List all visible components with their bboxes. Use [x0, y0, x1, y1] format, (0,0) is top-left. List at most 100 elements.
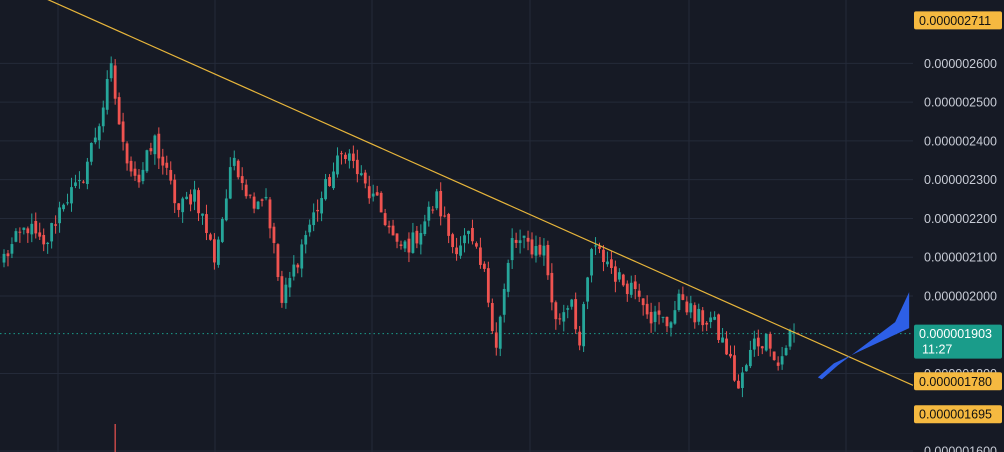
candle — [443, 206, 447, 218]
candle-body — [58, 207, 61, 224]
candle — [125, 141, 129, 171]
current-price-tag-bg[interactable] — [914, 324, 1002, 359]
price-tag-line-bg[interactable] — [914, 372, 1002, 391]
candle — [288, 271, 292, 297]
candle-body — [34, 220, 38, 234]
candle — [594, 237, 597, 256]
candle — [431, 206, 435, 214]
candle-body — [248, 194, 252, 196]
candle-body — [407, 238, 411, 253]
trendline-segment[interactable] — [0, 0, 914, 386]
candle — [312, 203, 316, 232]
candle-body — [213, 239, 216, 263]
candle — [30, 213, 34, 243]
price-tag-high-bg[interactable] — [914, 11, 1002, 30]
candle-body — [641, 298, 645, 306]
candle-body — [74, 182, 77, 186]
candle — [645, 295, 649, 319]
candle — [737, 374, 740, 389]
candle-body — [490, 303, 494, 332]
candle — [216, 236, 220, 268]
candle — [248, 194, 252, 199]
candle-body — [344, 154, 347, 160]
candle — [570, 298, 574, 310]
candle — [363, 169, 367, 189]
candle-body — [510, 238, 514, 261]
candle-body — [574, 299, 578, 330]
candle-body — [244, 184, 248, 197]
y-tick-label: 0.000002100 — [924, 251, 997, 265]
candle-body — [411, 232, 415, 253]
candle — [10, 237, 14, 259]
candle-body — [558, 318, 562, 320]
candle — [423, 214, 427, 237]
candle — [308, 219, 312, 237]
candle-body — [367, 186, 371, 199]
candle — [113, 59, 117, 105]
candle-body — [542, 245, 546, 256]
candle — [467, 230, 470, 244]
candle — [177, 203, 181, 218]
candle-body — [284, 284, 288, 304]
candle-body — [737, 380, 740, 389]
candle-body — [486, 268, 490, 303]
candle-body — [479, 247, 482, 265]
price-axis[interactable]: 0.000002600 0.000002500 0.000002400 0.00000… — [914, 11, 1002, 452]
candle-body — [22, 227, 26, 230]
candle-body — [677, 293, 681, 311]
candle — [300, 239, 304, 278]
candle — [463, 228, 466, 253]
candle — [399, 240, 403, 250]
candle — [173, 174, 177, 213]
candle — [197, 187, 200, 222]
candle — [526, 230, 530, 251]
candle — [18, 227, 22, 243]
candle — [46, 241, 50, 254]
candle-body — [621, 274, 625, 286]
candle — [629, 275, 633, 298]
candle — [752, 330, 756, 357]
candle-body — [54, 224, 58, 226]
candle — [606, 251, 609, 267]
candle — [641, 298, 645, 316]
arrow-shape[interactable] — [817, 292, 910, 380]
candle — [502, 283, 506, 323]
candle — [665, 316, 669, 333]
candle-body — [109, 63, 113, 79]
candle-body — [494, 332, 498, 348]
candle-body — [336, 155, 339, 175]
candle-body — [332, 171, 335, 189]
candle-body — [741, 372, 744, 388]
candle — [129, 156, 133, 177]
trendline[interactable] — [0, 0, 914, 386]
candle — [411, 222, 415, 254]
candle — [530, 232, 534, 259]
candle-body — [590, 249, 593, 276]
candle-body — [534, 246, 538, 256]
y-tick-label: 0.000001600 — [924, 445, 997, 452]
candle — [324, 173, 327, 201]
candle — [756, 329, 760, 356]
candle-body — [570, 299, 574, 307]
candle-body — [181, 198, 185, 213]
candle — [340, 150, 343, 165]
candle-body — [117, 97, 121, 125]
candle-body — [617, 272, 621, 280]
candle — [482, 261, 486, 272]
candle-body — [185, 196, 189, 200]
candle — [236, 159, 240, 180]
y-tick-label: 0.000002300 — [924, 173, 997, 187]
candle — [729, 345, 732, 359]
candle-body — [78, 180, 81, 182]
candle-body — [530, 239, 534, 255]
candle — [367, 175, 371, 204]
candle-body — [10, 244, 14, 254]
arrow-annotation[interactable] — [817, 292, 910, 380]
candle-body — [209, 234, 212, 240]
candle — [153, 134, 157, 165]
candle — [161, 148, 165, 175]
price-tag-low-bg[interactable] — [914, 405, 1002, 424]
candle — [677, 289, 681, 312]
